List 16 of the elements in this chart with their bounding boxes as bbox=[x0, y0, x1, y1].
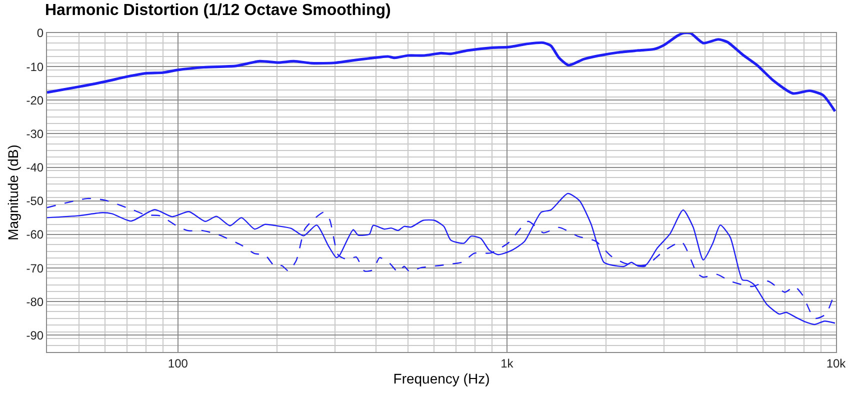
y-axis-title: Magnitude (dB) bbox=[4, 144, 21, 240]
chart-title: Harmonic Distortion (1/12 Octave Smoothing) bbox=[45, 2, 391, 20]
y-tick-label: 0 bbox=[36, 26, 44, 40]
y-tick-label: -20 bbox=[26, 93, 44, 108]
y-tick-label: -40 bbox=[26, 160, 44, 175]
x-axis-title: Frequency (Hz) bbox=[393, 370, 490, 387]
y-tick-label: -60 bbox=[26, 228, 44, 242]
y-tick-label: -80 bbox=[26, 294, 44, 309]
x-tick-label: 10k bbox=[826, 356, 847, 370]
y-tick-label: -70 bbox=[26, 261, 44, 276]
x-tick-label: 1k bbox=[500, 356, 514, 370]
y-tick-label: -50 bbox=[26, 194, 44, 208]
y-tick-label: -90 bbox=[26, 328, 44, 342]
x-tick-label: 100 bbox=[168, 356, 188, 370]
y-tick-label: -10 bbox=[26, 60, 44, 74]
y-tick-label: -30 bbox=[26, 126, 44, 141]
